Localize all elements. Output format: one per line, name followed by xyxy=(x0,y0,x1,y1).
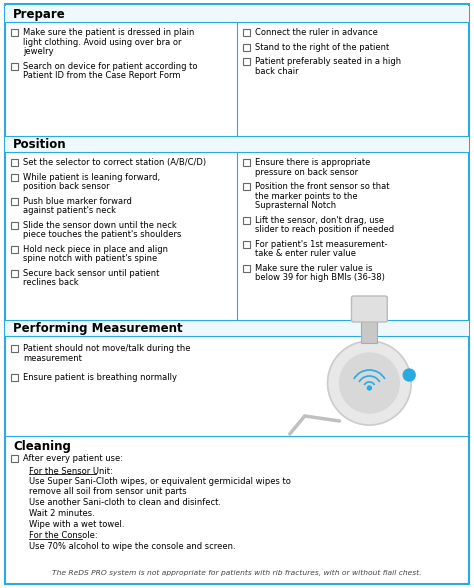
Text: Use Super Sani-Cloth wipes, or equivalent germicidal wipes to: Use Super Sani-Cloth wipes, or equivalen… xyxy=(29,477,291,486)
Text: Suprasternal Notch: Suprasternal Notch xyxy=(255,201,336,210)
Bar xyxy=(243,159,250,166)
Text: take & enter ruler value: take & enter ruler value xyxy=(255,249,356,258)
Bar xyxy=(11,173,18,181)
Bar xyxy=(243,240,250,248)
Text: Performing Measurement: Performing Measurement xyxy=(13,322,182,335)
Text: Make sure the patient is dressed in plain: Make sure the patient is dressed in plai… xyxy=(23,28,194,37)
Text: jewelry: jewelry xyxy=(23,47,54,56)
Text: Ensure there is appropriate: Ensure there is appropriate xyxy=(255,158,370,167)
Text: Patient should not move/talk during the: Patient should not move/talk during the xyxy=(23,344,191,353)
Text: Stand to the right of the patient: Stand to the right of the patient xyxy=(255,42,389,52)
Circle shape xyxy=(328,341,411,425)
Bar xyxy=(362,318,377,343)
Bar xyxy=(243,58,250,65)
Text: The ReDS PRO system is not appropriate for patients with rib fractures, with or : The ReDS PRO system is not appropriate f… xyxy=(52,570,422,576)
Text: light clothing. Avoid using over bra or: light clothing. Avoid using over bra or xyxy=(23,38,182,46)
Bar xyxy=(243,183,250,190)
Text: Slide the sensor down until the neck: Slide the sensor down until the neck xyxy=(23,220,177,229)
Circle shape xyxy=(367,386,372,390)
Text: Push blue marker forward: Push blue marker forward xyxy=(23,196,132,205)
Text: Set the selector to correct station (A/B/C/D): Set the selector to correct station (A/B… xyxy=(23,158,206,167)
Text: Hold neck piece in place and align: Hold neck piece in place and align xyxy=(23,245,168,253)
FancyBboxPatch shape xyxy=(352,296,387,322)
Text: against patient's neck: against patient's neck xyxy=(23,206,116,215)
Text: Patient ID from the Case Report Form: Patient ID from the Case Report Form xyxy=(23,71,181,80)
Text: Connect the ruler in advance: Connect the ruler in advance xyxy=(255,28,378,37)
Circle shape xyxy=(339,353,399,413)
Text: Wipe with a wet towel.: Wipe with a wet towel. xyxy=(29,520,125,529)
Text: back chair: back chair xyxy=(255,66,299,75)
Text: Prepare: Prepare xyxy=(13,8,66,21)
Text: Position the front sensor so that: Position the front sensor so that xyxy=(255,182,390,191)
Text: spine notch with patient's spine: spine notch with patient's spine xyxy=(23,254,157,263)
Text: While patient is leaning forward,: While patient is leaning forward, xyxy=(23,172,160,182)
Bar xyxy=(5,320,469,336)
Text: below 39 for high BMIs (36-38): below 39 for high BMIs (36-38) xyxy=(255,273,385,282)
Text: Patient preferably seated in a high: Patient preferably seated in a high xyxy=(255,57,401,66)
Bar xyxy=(11,455,18,462)
Text: For the Sensor Unit:: For the Sensor Unit: xyxy=(29,466,113,476)
Text: the marker points to the: the marker points to the xyxy=(255,192,357,201)
Bar xyxy=(243,265,250,272)
Text: remove all soil from sensor unit parts: remove all soil from sensor unit parts xyxy=(29,487,187,496)
Text: slider to reach position if needed: slider to reach position if needed xyxy=(255,225,394,234)
Text: Cleaning: Cleaning xyxy=(13,440,71,453)
Text: position back sensor: position back sensor xyxy=(23,182,109,191)
Circle shape xyxy=(403,369,415,381)
Text: After every patient use:: After every patient use: xyxy=(23,454,123,463)
Text: Secure back sensor until patient: Secure back sensor until patient xyxy=(23,269,159,278)
Bar xyxy=(11,29,18,36)
Bar xyxy=(11,246,18,252)
Text: Position: Position xyxy=(13,138,67,151)
Bar xyxy=(11,345,18,352)
Bar xyxy=(243,216,250,223)
Text: Use another Sani-cloth to clean and disinfect.: Use another Sani-cloth to clean and disi… xyxy=(29,498,221,507)
Bar xyxy=(243,29,250,36)
Bar xyxy=(11,159,18,166)
Text: Ensure patient is breathing normally: Ensure patient is breathing normally xyxy=(23,373,177,382)
Bar xyxy=(5,136,469,152)
Text: Make sure the ruler value is: Make sure the ruler value is xyxy=(255,263,373,272)
Text: For patient's 1st measurement-: For patient's 1st measurement- xyxy=(255,239,387,249)
Text: Wait 2 minutes.: Wait 2 minutes. xyxy=(29,509,95,518)
Bar xyxy=(243,44,250,51)
Text: Search on device for patient according to: Search on device for patient according t… xyxy=(23,62,198,71)
Bar xyxy=(5,6,469,22)
Bar xyxy=(11,62,18,69)
Bar xyxy=(11,198,18,205)
Text: Use 70% alcohol to wipe the console and screen.: Use 70% alcohol to wipe the console and … xyxy=(29,542,236,551)
Text: For the Console:: For the Console: xyxy=(29,531,98,540)
Bar xyxy=(11,222,18,229)
Text: Lift the sensor, don't drag, use: Lift the sensor, don't drag, use xyxy=(255,215,384,225)
Text: reclines back: reclines back xyxy=(23,278,79,287)
Text: pressure on back sensor: pressure on back sensor xyxy=(255,168,358,176)
Text: piece touches the patient's shoulders: piece touches the patient's shoulders xyxy=(23,230,182,239)
Text: measurement: measurement xyxy=(23,353,82,362)
Bar xyxy=(11,374,18,381)
Bar xyxy=(11,269,18,276)
